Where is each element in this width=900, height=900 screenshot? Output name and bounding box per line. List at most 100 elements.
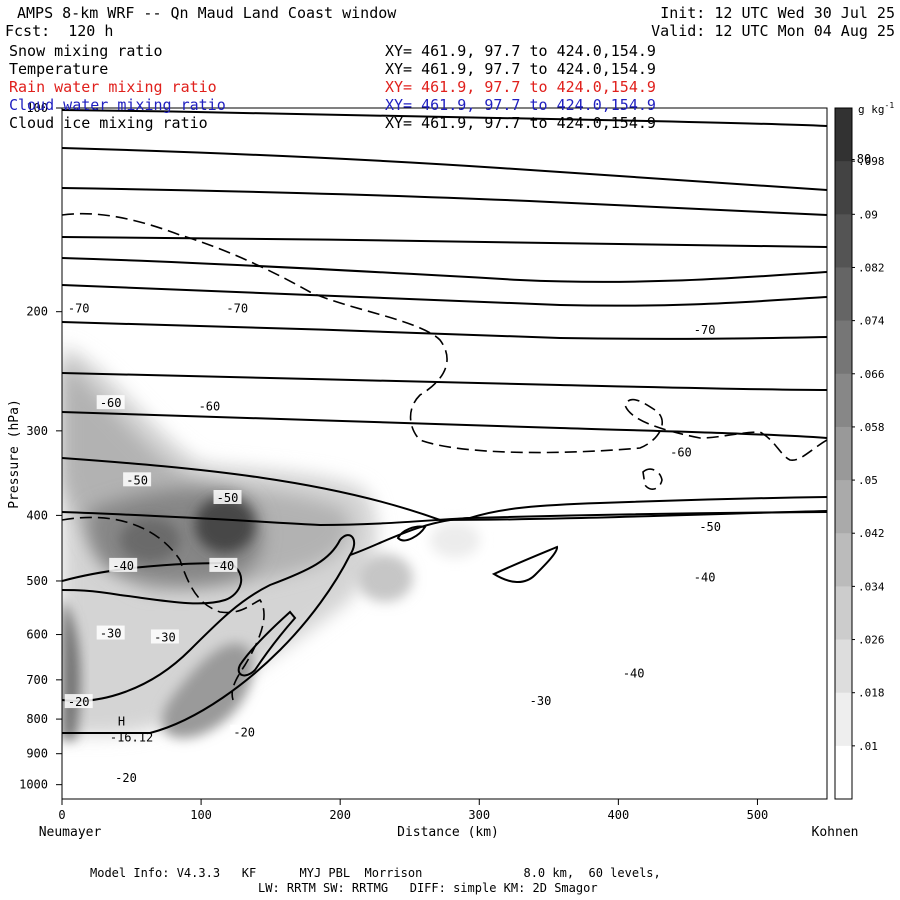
colorbar-swatch [835,639,852,694]
isotherm-label-bg [696,518,725,533]
x-tick-label: 100 [190,808,212,822]
colorbar-tick-label: .066 [858,368,885,381]
colorbar-swatch [835,161,852,215]
isotherm-label-bg [123,472,152,487]
colorbar-swatch [835,267,852,322]
physics-info: LW: RRTM SW: RRTMG DIFF: simple KM: 2D S… [258,881,598,895]
isotherm-label: -40 [623,666,645,680]
x-tick-label: 0 [58,808,65,822]
colorbar [834,107,853,800]
isotherm-label: -20 [233,726,255,740]
isotherm-50 [62,321,827,340]
isotherm-label: -40 [213,559,235,573]
valid-time: Valid: 12 UTC Mon 04 Aug 25 [651,22,895,40]
colorbar-swatch [835,373,852,428]
isotherm-label: -30 [100,627,122,641]
init-time: Init: 12 UTC Wed 30 Jul 25 [660,4,895,22]
colorbar-swatch [835,320,852,375]
x-tick-label: 400 [608,808,630,822]
legend-item-xy: XY= 461.9, 97.7 to 424.0,154.9 [385,96,656,114]
legend-item-xy: XY= 461.9, 97.7 to 424.0,154.9 [385,60,656,78]
x-tick-label: 500 [747,808,769,822]
y-tick-label: 900 [26,747,48,761]
x-axis-label: Distance (km) [397,825,499,840]
y-tick-label: 200 [26,305,48,319]
x-tick-label: 300 [468,808,490,822]
isotherm-80b [62,147,827,191]
isotherm-label-bg [209,557,238,572]
legend-item-label: Snow mixing ratio [9,42,163,60]
y-tick-label: 1000 [19,778,48,792]
plot-frame [61,107,828,800]
isotherm-label: -60 [199,399,221,413]
extremum-h-label: H [118,715,125,729]
colorbar-tick-label: .042 [858,527,885,540]
isotherm-label: -20 [68,695,90,709]
isotherm-30c [349,496,827,556]
isotherm-80 [62,109,827,127]
y-tick-label: 600 [26,628,48,642]
isotherm-70 [62,187,827,216]
isotherm-label-bg [109,557,138,572]
isotherm-label-bg [96,625,125,640]
isotherm-70b [62,236,827,248]
isotherm-label-bg [111,770,140,785]
y-tick-label: 300 [26,424,48,438]
isotherm-60 [62,257,827,283]
forecast-hour: Fcst: 120 h [5,22,114,40]
isotherm-60b [62,284,827,307]
cloud-ice-contours [62,212,827,701]
x-tick-label: 200 [329,808,351,822]
isotherm-40c [62,511,827,527]
isotherm-label-bg [690,322,719,337]
colorbar-swatch [835,480,852,534]
isotherm-label-bg [619,665,648,680]
colorbar-swatch [835,214,852,268]
isotherm-label: -60 [670,446,692,460]
y-axis: 100 200 300 400 500 600 700 800 900 1000 [19,101,62,792]
isotherm-label: -40 [112,559,134,573]
isotherm-30 [62,561,243,605]
isotherm-label: -50 [126,473,148,487]
isotherm-label-bg [64,694,93,709]
colorbar-ticks: .098 .09 .082 .074 .066 .058 .05 .042 .034 .026 .0… [852,155,885,753]
right-endpoint-label: Kohnen [812,825,859,840]
colorbar-tick-label: .082 [858,261,885,274]
legend-item-label: Cloud ice mixing ratio [9,114,208,132]
colorbar-tick-label: .058 [858,421,885,434]
isotherm-label-bg [690,569,719,584]
legend-item-label: Cloud water mixing ratio [9,96,226,114]
legend-item-xy: XY= 461.9, 97.7 to 424.0,154.9 [385,78,656,96]
colorbar-tick-label: .098 [858,155,885,168]
isotherm-label: -60 [100,396,122,410]
legend-item-xy: XY= 461.9, 97.7 to 424.0,154.9 [385,114,656,132]
isotherm-label-bg [150,629,179,644]
isotherm-label: -30 [154,630,176,644]
colorbar-unit: g kg-1 [858,101,894,116]
colorbar-swatch [835,533,852,587]
extremum-value: -16.12 [110,731,153,745]
colorbar-tick-label: .05 [858,474,878,487]
isotherm-label: -40 [694,570,716,584]
isotherm-20 [237,610,297,677]
colorbar-swatch [835,586,852,641]
temperature-max-marker: H -16.12 [110,715,153,745]
isotherm-30d [491,545,558,583]
isotherm-labels: -70 -70 -70 -80 -60 -60 -60 -50 -50 -50 -40 -40 -40 -… [64,151,875,785]
colorbar-tick-label: .018 [858,687,885,700]
y-axis-label: Pressure (hPa) [7,399,22,509]
colorbar-swatch [835,108,852,162]
colorbar-frame [834,107,853,800]
isotherm-30e [396,525,427,542]
colorbar-swatch [835,426,852,481]
isotherm-label: -50 [217,491,239,505]
isotherm-label-bg [195,398,224,413]
isotherm-label-bg [666,444,695,459]
y-tick-label: 800 [26,712,48,726]
model-info: Model Info: V4.3.3 KF MYJ PBL Morrison 8… [90,866,661,880]
snow-shading [62,345,480,740]
isotherm-label-bg [230,724,259,739]
isotherm-30b [62,534,356,734]
y-tick-label: 100 [26,101,48,115]
